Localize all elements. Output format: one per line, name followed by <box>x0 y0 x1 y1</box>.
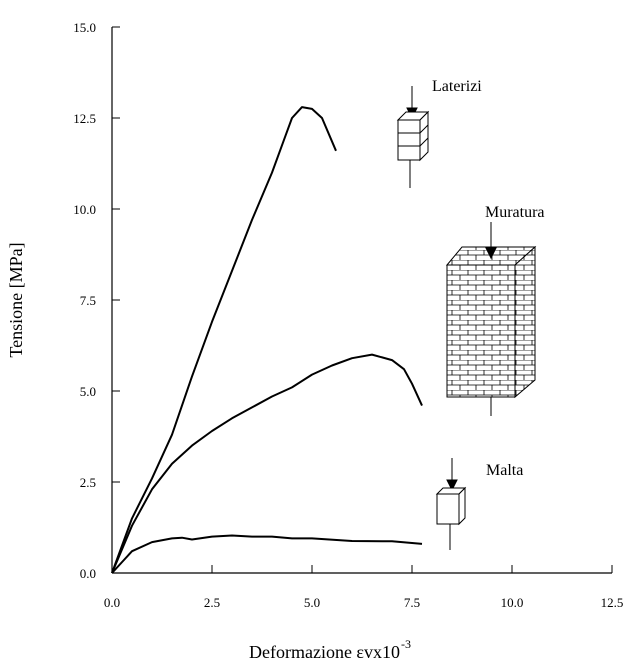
x-tick-label: 0.0 <box>104 595 120 610</box>
annotation: Muratura <box>485 204 545 221</box>
wall-icon <box>445 222 537 416</box>
x-tick-label: 12.5 <box>601 595 624 610</box>
x-tick-label: 7.5 <box>404 595 420 610</box>
x-tick-label: 5.0 <box>304 595 320 610</box>
y-tick-label: 7.5 <box>80 293 96 308</box>
y-axis-title: Tensione [MPa] <box>6 242 26 357</box>
y-tick-label: 12.5 <box>73 111 96 126</box>
mortar-icon <box>435 458 467 550</box>
y-tick-label: 0.0 <box>80 566 96 581</box>
y-tick-label: 10.0 <box>73 202 96 217</box>
x-axis-title: Deformazione εvx10 <box>249 642 400 662</box>
annotation: Laterizi <box>432 78 482 95</box>
curve <box>111 534 423 574</box>
curve <box>111 353 423 574</box>
brick-icon <box>396 86 430 188</box>
annotation: Malta <box>486 462 523 479</box>
x-tick-label: 2.5 <box>204 595 220 610</box>
x-axis-title-exponent: -3 <box>401 637 411 651</box>
curve <box>111 106 337 574</box>
y-tick-label: 2.5 <box>80 475 96 490</box>
y-tick-label: 15.0 <box>73 20 96 35</box>
axes <box>111 27 612 574</box>
y-tick-label: 5.0 <box>80 384 96 399</box>
x-tick-label: 10.0 <box>501 595 524 610</box>
